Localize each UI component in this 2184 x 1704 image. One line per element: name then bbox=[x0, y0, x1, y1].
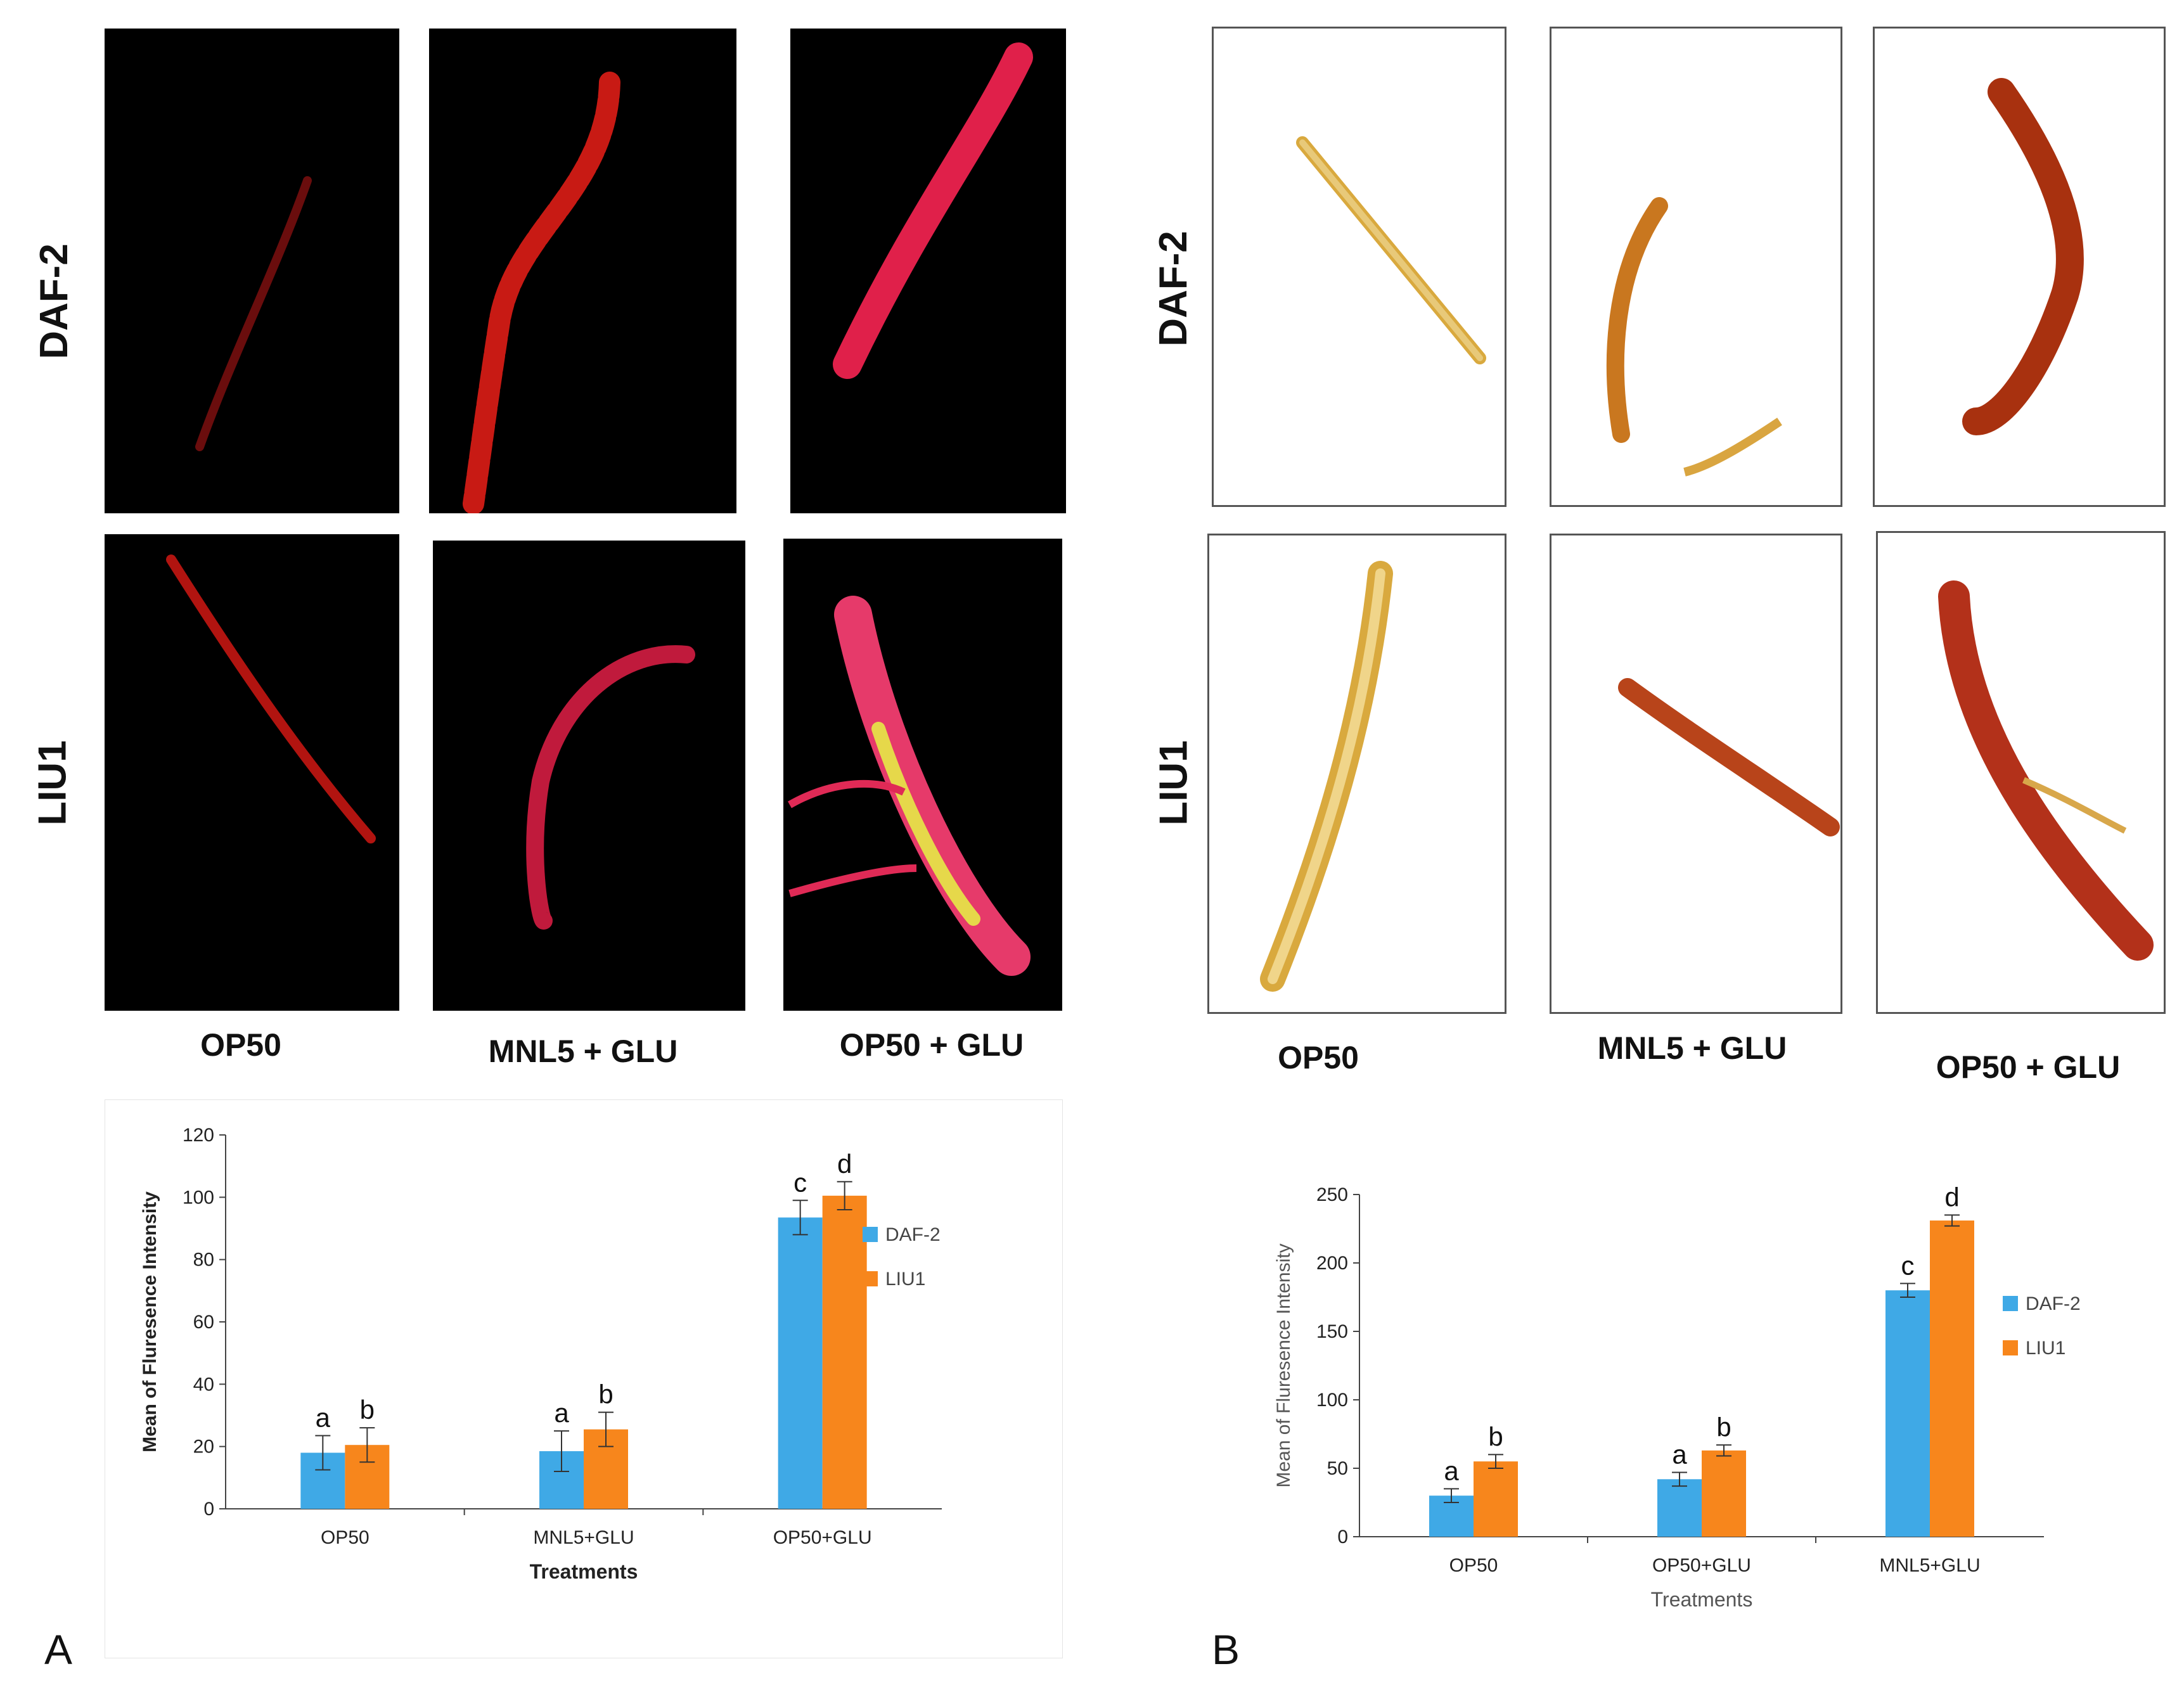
legend-swatch bbox=[863, 1227, 878, 1242]
significance-label: a bbox=[316, 1402, 331, 1432]
y-axis-label: Mean of Fluresence Intensity bbox=[1273, 1243, 1294, 1487]
panel-a-row-label-liu1: LIU1 bbox=[30, 740, 75, 826]
legend-label: LIU1 bbox=[885, 1269, 925, 1290]
significance-label: d bbox=[837, 1149, 852, 1179]
micrograph-b-daf2-op50-glu bbox=[1873, 27, 2166, 507]
bar bbox=[1930, 1220, 1974, 1537]
y-tick-label: 50 bbox=[1327, 1458, 1348, 1479]
y-tick-label: 120 bbox=[183, 1125, 214, 1146]
legend-swatch bbox=[2003, 1340, 2018, 1355]
panel-a-col-label-op50: OP50 bbox=[200, 1027, 281, 1063]
panel-a-letter: A bbox=[44, 1626, 73, 1673]
bar bbox=[1702, 1450, 1746, 1537]
y-tick-label: 40 bbox=[193, 1374, 214, 1395]
micrograph-a-daf2-mnl5-glu bbox=[429, 29, 736, 513]
y-tick-label: 200 bbox=[1316, 1253, 1348, 1274]
micrograph-a-liu1-op50-glu bbox=[783, 539, 1062, 1011]
chart-a-box: 0 20 40 60 80 100 120 Mean of Fluresence Intens… bbox=[105, 1099, 1063, 1658]
legend-label: DAF-2 bbox=[885, 1224, 941, 1245]
legend-label: LIU1 bbox=[2026, 1338, 2065, 1359]
y-tick-label: 80 bbox=[193, 1250, 214, 1271]
micrograph-a-liu1-op50 bbox=[105, 534, 399, 1011]
significance-label: d bbox=[1944, 1182, 1959, 1212]
panel-b-letter: B bbox=[1212, 1626, 1240, 1673]
micrograph-b-liu1-mnl5-glu bbox=[1550, 534, 1842, 1014]
legend-swatch bbox=[2003, 1296, 2018, 1311]
panel-a-col-label-op50-glu: OP50 + GLU bbox=[839, 1027, 1024, 1063]
y-tick-label: 60 bbox=[193, 1312, 214, 1333]
significance-label: a bbox=[1444, 1456, 1459, 1485]
significance-label: b bbox=[1488, 1421, 1503, 1451]
y-axis-label: Mean of Fluresence Intensity bbox=[139, 1191, 160, 1452]
significance-label: c bbox=[793, 1167, 807, 1197]
micrograph-b-liu1-op50 bbox=[1207, 534, 1506, 1014]
panel-a-row-label-daf2: DAF-2 bbox=[32, 243, 76, 359]
micrograph-a-liu1-mnl5-glu bbox=[433, 541, 745, 1011]
y-tick-label: 250 bbox=[1316, 1184, 1348, 1205]
chart-a: 0 20 40 60 80 100 120 Mean of Fluresence Intens… bbox=[139, 1125, 942, 1583]
panel-b-row-label-daf2: DAF-2 bbox=[1151, 231, 1195, 347]
x-axis-label: Treatments bbox=[1651, 1588, 1753, 1611]
x-tick-label: MNL5+GLU bbox=[533, 1527, 634, 1548]
legend-label: DAF-2 bbox=[2026, 1293, 2081, 1314]
micrograph-a-daf2-op50 bbox=[105, 29, 399, 513]
micrograph-b-daf2-op50 bbox=[1212, 27, 1506, 507]
panel-b-col-label-op50: OP50 bbox=[1278, 1040, 1359, 1075]
micrograph-b-liu1-op50-glu bbox=[1876, 531, 2166, 1014]
y-tick-label: 0 bbox=[1337, 1527, 1348, 1547]
micrograph-b-daf2-mnl5-glu bbox=[1550, 27, 1842, 507]
bar bbox=[1885, 1290, 1930, 1537]
panel-b-col-label-mnl5-glu: MNL5 + GLU bbox=[1597, 1030, 1787, 1066]
y-tick-label: 20 bbox=[193, 1437, 214, 1457]
y-tick-label: 100 bbox=[183, 1187, 214, 1208]
bar bbox=[822, 1195, 867, 1509]
bar bbox=[1657, 1479, 1702, 1537]
significance-label: a bbox=[1672, 1439, 1687, 1469]
x-tick-label: OP50 bbox=[1449, 1555, 1498, 1576]
significance-label: a bbox=[554, 1398, 569, 1428]
bar bbox=[1474, 1461, 1518, 1537]
panel-b-col-label-op50-glu: OP50 + GLU bbox=[1936, 1049, 2121, 1085]
chart-b: 0 50 100 150 200 250 Mean of Fluresence Intens… bbox=[1273, 1182, 2081, 1611]
x-tick-label: OP50+GLU bbox=[1652, 1555, 1751, 1576]
x-axis-label: Treatments bbox=[530, 1560, 638, 1583]
significance-label: b bbox=[360, 1395, 375, 1425]
panel-a-col-label-mnl5-glu: MNL5 + GLU bbox=[488, 1034, 678, 1069]
significance-label: b bbox=[598, 1380, 613, 1409]
y-tick-label: 100 bbox=[1316, 1390, 1348, 1411]
x-tick-label: MNL5+GLU bbox=[1879, 1555, 1980, 1576]
significance-label: b bbox=[1716, 1412, 1731, 1442]
chart-b-box: 0 50 100 150 200 250 Mean of Fluresence Intens… bbox=[1236, 1128, 2180, 1686]
legend-swatch bbox=[863, 1271, 878, 1286]
y-tick-label: 150 bbox=[1316, 1321, 1348, 1342]
bar bbox=[778, 1217, 823, 1509]
x-tick-label: OP50+GLU bbox=[773, 1527, 872, 1548]
panel-b-row-label-liu1: LIU1 bbox=[1152, 740, 1196, 826]
y-tick-label: 0 bbox=[203, 1499, 214, 1520]
x-tick-label: OP50 bbox=[321, 1527, 369, 1548]
micrograph-a-daf2-op50-glu bbox=[790, 29, 1066, 513]
significance-label: c bbox=[1901, 1250, 1915, 1280]
